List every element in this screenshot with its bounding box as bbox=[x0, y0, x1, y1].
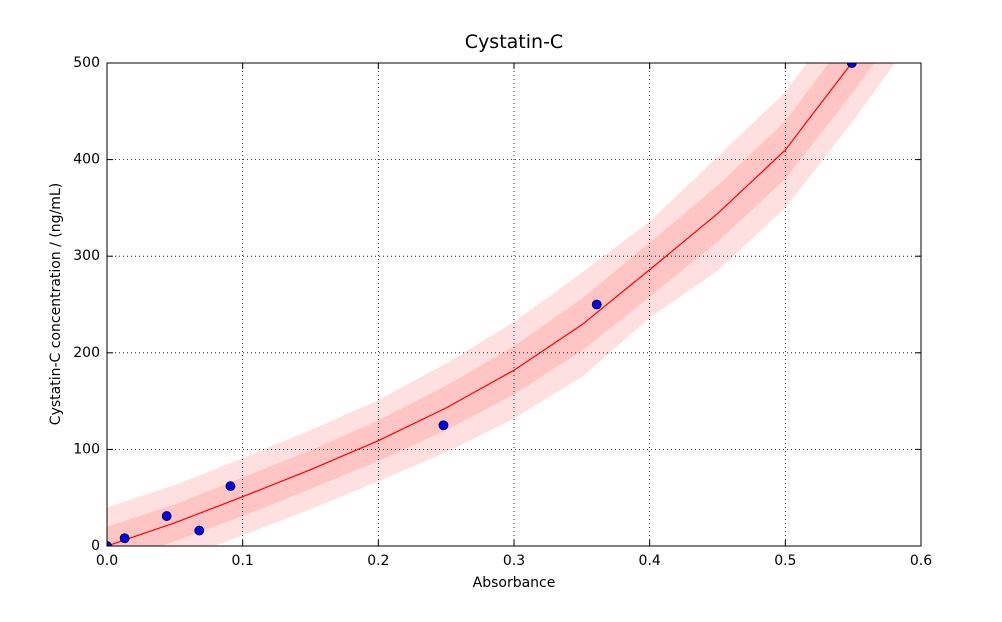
y-axis-label: Cystatin-C concentration / (ng/mL) bbox=[48, 183, 64, 425]
data-point bbox=[161, 511, 172, 521]
data-point bbox=[119, 533, 130, 544]
data-point bbox=[225, 481, 236, 492]
data-point bbox=[194, 525, 205, 536]
y-tick-label: 300 bbox=[73, 248, 100, 264]
x-tick-label: 0.4 bbox=[639, 553, 661, 569]
y-tick-label: 0 bbox=[91, 538, 100, 554]
data-point bbox=[107, 541, 112, 546]
y-tick-label: 400 bbox=[73, 152, 100, 168]
chart-title: Cystatin-C bbox=[465, 31, 563, 53]
plot-frame bbox=[106, 62, 922, 547]
data-point bbox=[591, 299, 602, 310]
x-tick-label: 0.3 bbox=[503, 553, 525, 569]
x-axis-label: Absorbance bbox=[473, 575, 556, 591]
y-tick-label: 500 bbox=[73, 55, 100, 71]
x-tick-label: 0.0 bbox=[96, 553, 118, 569]
x-tick-label: 0.6 bbox=[910, 553, 932, 569]
data-point bbox=[846, 63, 857, 68]
plot-area bbox=[107, 63, 894, 546]
data-point bbox=[438, 420, 449, 431]
x-tick-label: 0.5 bbox=[774, 553, 796, 569]
y-tick-label: 200 bbox=[73, 345, 100, 361]
x-tick-label: 0.1 bbox=[232, 553, 254, 569]
confidence-band bbox=[107, 63, 894, 546]
confidence-band bbox=[107, 63, 875, 546]
y-tick-label: 100 bbox=[73, 441, 100, 457]
fit-line bbox=[107, 63, 853, 546]
x-tick-label: 0.2 bbox=[367, 553, 389, 569]
